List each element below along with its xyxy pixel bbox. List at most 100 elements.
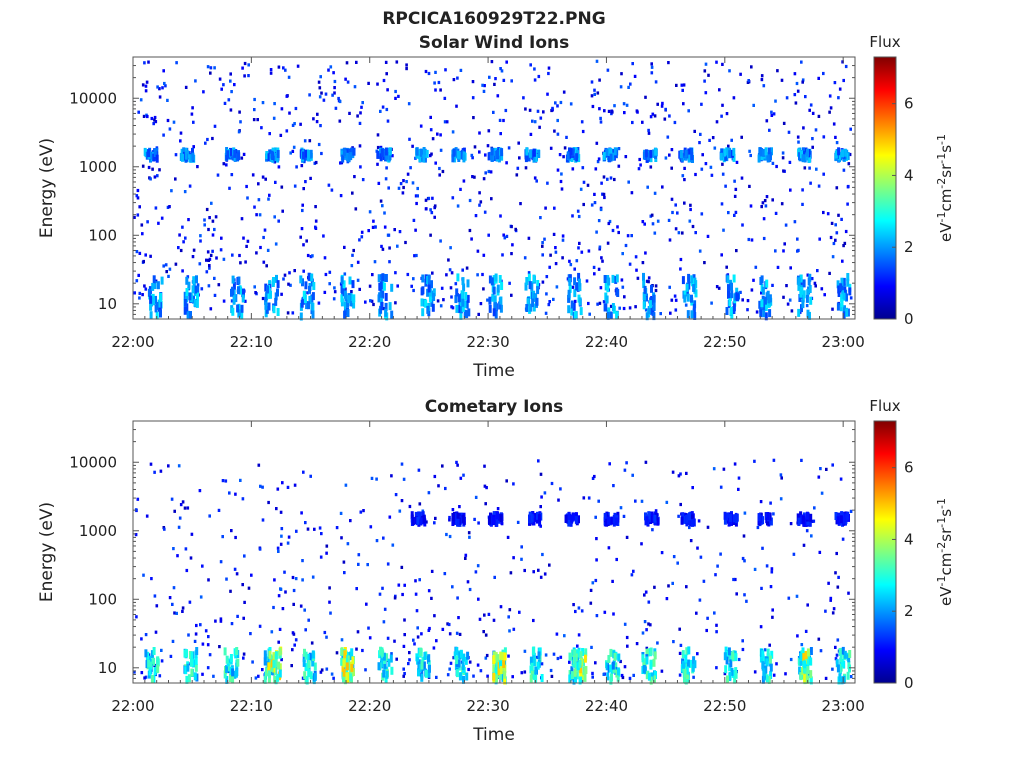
y-tick-label: 1000	[79, 522, 117, 540]
y-tick-label: 10	[98, 295, 117, 313]
heatmap-cell	[838, 665, 842, 674]
heatmap-cell	[497, 154, 501, 163]
heatmap-cell	[800, 60, 803, 64]
heatmap-cell	[650, 213, 654, 217]
heatmap-cell	[533, 120, 537, 124]
heatmap-cell	[410, 284, 413, 288]
heatmap-cell	[433, 474, 437, 479]
heatmap-cell	[673, 294, 677, 298]
heatmap-cell	[808, 166, 811, 170]
heatmap-cell	[427, 589, 431, 593]
heatmap-cell	[455, 631, 459, 635]
heatmap-cell	[419, 647, 423, 656]
heatmap-cell	[361, 648, 364, 653]
heatmap-cell	[407, 662, 410, 666]
heatmap-cell	[483, 210, 487, 214]
heatmap-cell	[285, 94, 289, 98]
heatmap-cell	[308, 93, 311, 97]
heatmap-cell	[719, 552, 722, 556]
heatmap-cell	[333, 290, 337, 294]
heatmap-cell	[456, 76, 459, 80]
heatmap-cell	[133, 215, 136, 219]
heatmap-cell	[414, 228, 417, 232]
heatmap-cell	[351, 656, 355, 665]
heatmap-cell	[602, 175, 606, 179]
heatmap-cell	[537, 459, 540, 463]
heatmap-cell	[553, 129, 556, 133]
heatmap-cell	[797, 140, 800, 144]
heatmap-cell	[743, 559, 746, 563]
heatmap-cell	[213, 227, 216, 232]
y-axis-label: Energy (eV)	[37, 138, 57, 238]
heatmap-cell	[762, 302, 766, 311]
heatmap-cell	[649, 647, 653, 656]
heatmap-cell	[468, 535, 471, 539]
heatmap-cell	[243, 600, 246, 604]
heatmap-cell	[647, 672, 651, 681]
heatmap-cell	[172, 547, 175, 551]
heatmap-cell	[805, 511, 809, 520]
heatmap-cell	[768, 309, 772, 318]
heatmap-cell	[809, 513, 813, 522]
heatmap-cell	[470, 237, 473, 241]
heatmap-cell	[476, 273, 479, 277]
heatmap-cell	[771, 283, 774, 287]
heatmap-cell	[645, 656, 649, 665]
heatmap-cell	[603, 275, 607, 283]
heatmap-cell	[506, 535, 510, 539]
heatmap-cell	[769, 501, 772, 505]
heatmap-cell	[309, 149, 313, 158]
heatmap-cell	[670, 166, 673, 170]
heatmap-cell	[767, 295, 771, 304]
heatmap-cell	[412, 638, 415, 642]
heatmap-cell	[593, 272, 596, 276]
heatmap-cell	[496, 511, 499, 520]
heatmap-cell	[462, 179, 466, 183]
heatmap-cell	[263, 228, 267, 232]
heatmap-cell	[192, 120, 195, 124]
heatmap-cell	[433, 206, 436, 210]
heatmap-cell	[301, 676, 305, 680]
heatmap-cell	[541, 552, 544, 557]
heatmap-cell	[448, 632, 452, 636]
heatmap-cell	[645, 293, 648, 302]
heatmap-cell	[795, 594, 799, 598]
heatmap-cell	[752, 103, 755, 107]
heatmap-cell	[606, 68, 610, 72]
heatmap-cell	[799, 274, 803, 283]
heatmap-cell	[318, 86, 322, 90]
heatmap-cell	[767, 676, 771, 684]
heatmap-cell	[510, 293, 513, 297]
heatmap-cell	[229, 654, 233, 662]
heatmap-cell	[307, 149, 311, 158]
heatmap-cell	[268, 193, 271, 197]
heatmap-cell	[314, 205, 317, 209]
heatmap-cell	[500, 148, 504, 157]
heatmap-cell	[225, 665, 229, 674]
heatmap-cell	[559, 100, 563, 105]
heatmap-cell	[230, 299, 234, 303]
heatmap-cell	[810, 277, 814, 281]
heatmap-cell	[208, 514, 211, 518]
heatmap-cell	[225, 163, 228, 167]
heatmap-cell	[159, 292, 162, 301]
heatmap-cell	[814, 128, 818, 132]
heatmap-cell	[311, 575, 315, 579]
heatmap-cell	[420, 673, 424, 682]
heatmap-cell	[430, 298, 434, 307]
heatmap-cell	[431, 137, 435, 141]
heatmap-cell	[730, 290, 734, 299]
heatmap-cell	[610, 109, 614, 113]
heatmap-cell	[623, 295, 626, 299]
heatmap-cell	[737, 487, 740, 491]
heatmap-cell	[628, 676, 632, 680]
heatmap-cell	[554, 262, 558, 266]
heatmap-cell	[788, 298, 792, 302]
heatmap-cell	[160, 276, 164, 285]
heatmap-cell	[802, 279, 806, 288]
heatmap-cell	[817, 184, 821, 188]
heatmap-cell	[732, 577, 735, 582]
heatmap-cell	[190, 532, 194, 536]
heatmap-cell	[135, 194, 139, 198]
heatmap-cell	[608, 219, 612, 224]
